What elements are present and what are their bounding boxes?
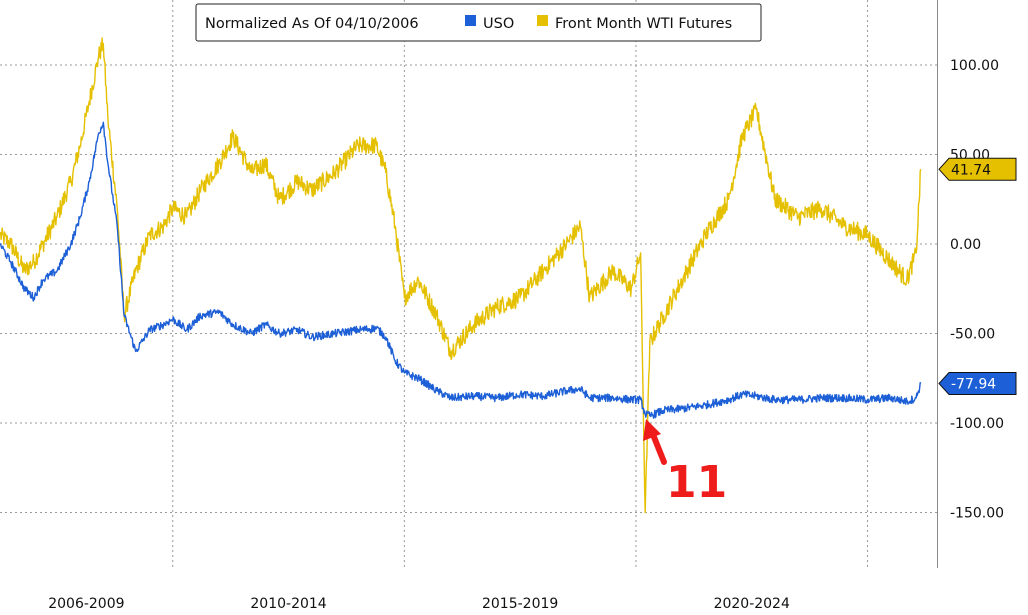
- legend-entry-uso: USO: [483, 16, 514, 32]
- y-tick-label: -50.00: [950, 327, 995, 343]
- y-tick-label: -100.00: [950, 416, 1004, 432]
- x-tick-label: 2006-2009: [48, 596, 124, 612]
- legend-entry-wti: Front Month WTI Futures: [555, 16, 732, 32]
- last-value-badge-uso: -77.94: [938, 372, 1017, 396]
- x-tick-label: 2015-2019: [482, 596, 558, 612]
- series-line-uso: [0, 121, 922, 419]
- annotation-label: 11: [666, 457, 727, 508]
- y-tick-label: -150.00: [950, 506, 1004, 522]
- legend-swatch-wti: [537, 15, 548, 26]
- y-tick-label: 0.00: [950, 237, 981, 253]
- x-axis: 2006-2009 2010-2014 2015-2019 2020-2024: [48, 596, 790, 612]
- legend-box: [195, 3, 762, 42]
- badge-value: -77.94: [951, 377, 996, 393]
- last-value-badges: -77.94 41.74: [938, 157, 1017, 396]
- last-value-badge-wti: 41.74: [938, 157, 1017, 181]
- x-tick-label: 2010-2014: [250, 596, 326, 612]
- badge-value: 41.74: [951, 162, 991, 178]
- annotation: 11: [643, 419, 727, 508]
- series-line-wti: [0, 37, 922, 514]
- badge-shape: [938, 372, 1017, 396]
- series-layer: [0, 37, 922, 514]
- grid-layer: [0, 0, 937, 568]
- legend: Normalized As Of 04/10/2006 USO Front Mo…: [195, 3, 762, 42]
- legend-title: Normalized As Of 04/10/2006: [205, 16, 419, 32]
- badge-shape: [938, 157, 1017, 181]
- annotation-arrow: [643, 419, 667, 465]
- x-tick-label: 2020-2024: [714, 596, 790, 612]
- y-tick-label: 100.00: [950, 58, 999, 74]
- legend-swatch-uso: [465, 15, 476, 26]
